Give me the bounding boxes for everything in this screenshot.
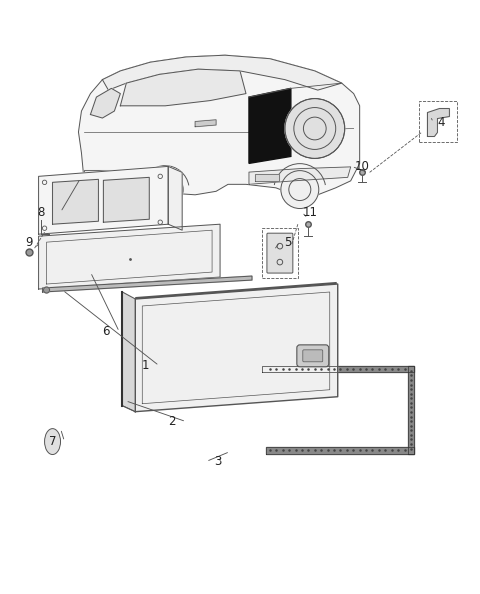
Text: 1: 1 [142, 359, 149, 372]
FancyBboxPatch shape [267, 233, 293, 273]
Polygon shape [428, 109, 449, 137]
Text: 6: 6 [102, 326, 109, 339]
Text: 10: 10 [354, 160, 369, 173]
Polygon shape [43, 276, 252, 292]
Text: 5: 5 [284, 236, 291, 249]
Polygon shape [103, 178, 149, 222]
Circle shape [147, 172, 183, 207]
Polygon shape [249, 167, 351, 184]
Polygon shape [38, 166, 168, 234]
Text: 3: 3 [215, 455, 222, 468]
Polygon shape [135, 284, 338, 412]
Polygon shape [195, 120, 216, 127]
Text: 2: 2 [168, 415, 176, 428]
Text: 8: 8 [37, 206, 44, 219]
Polygon shape [262, 366, 415, 372]
Polygon shape [266, 447, 415, 454]
Ellipse shape [45, 429, 60, 454]
Text: 4: 4 [438, 116, 445, 129]
Polygon shape [78, 55, 360, 195]
FancyBboxPatch shape [303, 350, 323, 362]
Polygon shape [255, 174, 279, 181]
Circle shape [285, 99, 345, 159]
FancyBboxPatch shape [297, 345, 329, 367]
Text: 11: 11 [302, 206, 317, 219]
Circle shape [281, 170, 319, 208]
Polygon shape [84, 170, 120, 184]
Text: 9: 9 [25, 236, 32, 249]
Circle shape [44, 287, 49, 293]
Text: 7: 7 [49, 435, 56, 448]
Polygon shape [38, 224, 220, 289]
Polygon shape [120, 69, 246, 106]
Polygon shape [52, 179, 98, 224]
Polygon shape [249, 89, 291, 163]
Polygon shape [168, 166, 182, 230]
Polygon shape [122, 292, 135, 412]
Polygon shape [102, 55, 342, 90]
Polygon shape [90, 89, 120, 118]
Polygon shape [408, 366, 415, 454]
